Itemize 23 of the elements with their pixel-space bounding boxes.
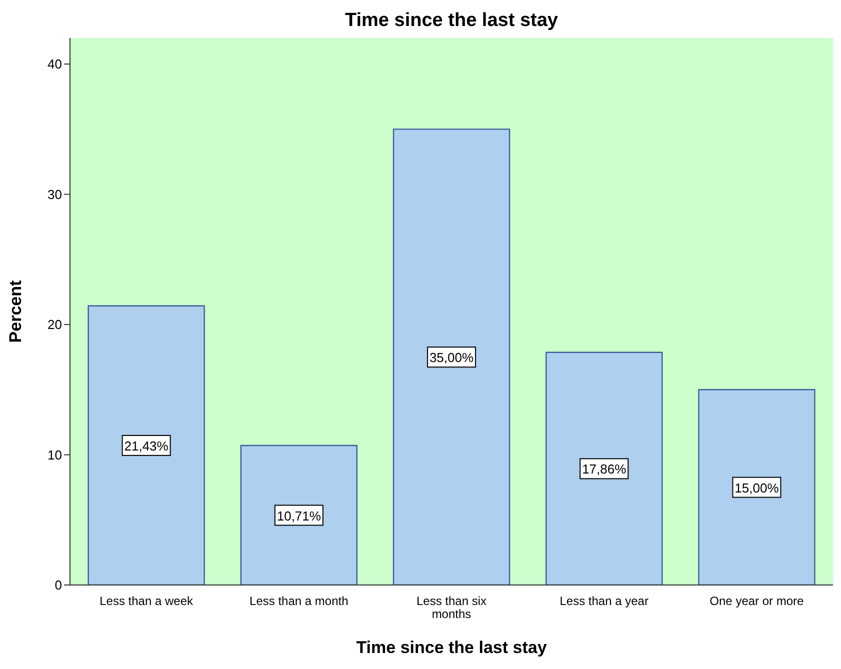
x-tick-label: Less than a month	[250, 594, 348, 608]
bar	[698, 389, 816, 585]
data-label: 35,00%	[429, 350, 474, 366]
bar	[546, 352, 663, 585]
data-label: 15,00%	[734, 480, 780, 496]
x-axis-title: Time since the last stay	[356, 638, 548, 657]
data-label: 21,43%	[124, 438, 169, 454]
y-tick-label: 20	[48, 317, 62, 332]
data-label: 10,71%	[276, 508, 322, 524]
y-axis-title: Percent	[6, 280, 26, 343]
y-tick-label: 0	[54, 578, 62, 593]
bar	[240, 444, 358, 585]
data-label: 17,86%	[582, 462, 627, 477]
x-tick-label: Less than a week	[100, 594, 194, 608]
y-tick-label: 30	[48, 186, 62, 202]
chart-title: Time since the last stay	[344, 10, 559, 32]
x-tick-label: One year or more	[710, 594, 804, 608]
x-tick-label: Less than six months	[416, 594, 487, 621]
y-tick-label: 10	[48, 447, 62, 462]
bar	[392, 128, 510, 585]
x-tick-label: Less than a year	[560, 594, 648, 608]
bar	[88, 305, 205, 585]
y-tick-label: 40	[48, 56, 62, 72]
